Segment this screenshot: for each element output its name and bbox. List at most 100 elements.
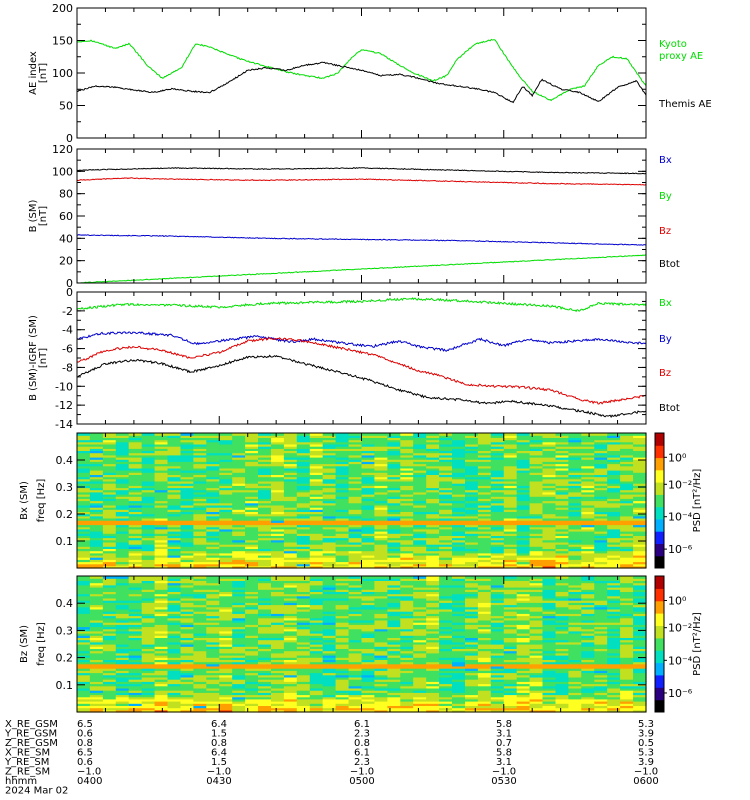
spectrogram-cell — [232, 461, 246, 465]
spectrogram-cell — [206, 624, 220, 628]
spectrogram-cell — [374, 576, 388, 579]
spectrogram-cell — [77, 659, 91, 663]
spectrogram-cell — [413, 606, 427, 610]
spectrogram-cell — [348, 541, 363, 545]
spectrogram-cell — [477, 541, 492, 545]
spectrogram-cell — [413, 461, 427, 465]
spectrogram-cell — [180, 446, 194, 449]
spectrogram-cell — [568, 470, 582, 473]
spectrogram-cell — [348, 707, 363, 711]
spectrogram-cell — [374, 489, 388, 493]
spectrogram-cell — [529, 480, 544, 484]
spectrogram-cell — [258, 535, 272, 539]
spectrogram-cell — [89, 491, 104, 495]
spectrogram-cell — [620, 502, 634, 506]
spectrogram-cell — [465, 705, 479, 709]
spectrogram-cell — [439, 665, 453, 669]
spectrogram-cell — [361, 522, 375, 526]
spectrogram-cell — [89, 450, 104, 454]
spectrogram-cell — [206, 663, 220, 667]
spectrogram-cell — [309, 498, 324, 502]
spectrogram-cell — [309, 465, 324, 469]
spectrogram-cell — [413, 511, 427, 515]
spectrogram-cell — [555, 500, 569, 504]
spectrogram-cell — [141, 524, 156, 528]
spectrogram-cell — [89, 509, 104, 512]
spectrogram-cell — [465, 554, 479, 558]
spectrogram-cell — [193, 597, 207, 601]
spectrogram-cell — [102, 459, 117, 462]
spectrogram-cell — [219, 663, 233, 667]
spectrogram-cell — [529, 502, 544, 506]
spectrogram-cell — [193, 705, 207, 709]
spectrogram-cell — [309, 576, 324, 579]
spectrogram-cell — [296, 626, 311, 630]
spectrogram-cell — [154, 650, 169, 654]
spectrogram-cell — [154, 604, 169, 608]
spectrogram-cell — [296, 435, 311, 438]
spectrogram-cell — [529, 548, 544, 552]
spectrogram-cell — [387, 630, 401, 634]
spectrogram-cell — [633, 544, 647, 547]
spectrogram-cell — [219, 443, 233, 447]
spectrogram-cell — [219, 533, 233, 536]
spectrogram-cell — [167, 507, 181, 510]
spectrogram-cell — [283, 685, 298, 689]
spectrogram-cell — [232, 459, 246, 462]
spectrogram-cell — [335, 450, 350, 454]
spectrogram-cell — [348, 676, 363, 680]
spectrogram-cell — [232, 548, 246, 552]
spectrogram-cell — [400, 531, 414, 534]
spectrogram-cell — [400, 548, 414, 552]
spectrogram-cell — [167, 517, 181, 521]
spectrogram-cell — [167, 639, 181, 643]
spectrogram-cell — [516, 435, 531, 438]
spectrogram-cell — [89, 483, 104, 486]
spectrogram-cell — [258, 483, 272, 486]
spectrogram-cell — [452, 705, 466, 709]
spectrogram-cell — [283, 622, 298, 625]
spectrogram-cell — [594, 537, 608, 541]
spectrogram-cell — [77, 565, 91, 569]
spectrogram-cell — [322, 696, 337, 700]
spectrogram-cell — [258, 489, 272, 493]
spectrogram-cell — [258, 452, 272, 456]
spectrogram-cell — [413, 694, 427, 698]
spectrogram-cell — [413, 535, 427, 539]
spectrogram-cell — [555, 439, 569, 443]
spectrogram-cell — [219, 476, 233, 480]
spectrogram-cell — [193, 707, 207, 711]
spectrogram-cell — [361, 672, 375, 676]
spectrogram-cell — [283, 511, 298, 515]
spectrogram-cell — [439, 474, 453, 478]
spectrogram-cell — [439, 480, 453, 484]
spectrogram-cell — [335, 692, 350, 696]
spectrogram-cell — [245, 635, 259, 638]
spectrogram-cell — [361, 681, 375, 685]
spectrogram-cell — [400, 597, 414, 601]
spectrogram-cell — [490, 535, 505, 539]
spectrogram-cell — [322, 443, 337, 447]
spectrogram-cell — [516, 533, 531, 536]
spectrogram-cell — [387, 433, 401, 436]
spectrogram-cell — [154, 563, 169, 567]
spectrogram-cell — [206, 613, 220, 617]
spectrogram-cell — [555, 502, 569, 506]
spectrogram-cell — [413, 459, 427, 462]
spectrogram-cell — [335, 557, 350, 560]
spectrogram-cell — [115, 459, 130, 462]
spectrogram-cell — [128, 544, 143, 547]
spectrogram-cell — [335, 459, 350, 462]
spectrogram-cell — [309, 450, 324, 454]
spectrogram-cell — [607, 563, 621, 567]
spectrogram-cell — [361, 591, 375, 595]
spectrogram-cell — [102, 593, 117, 597]
spectrogram-cell — [426, 611, 440, 614]
spectrogram-cell — [296, 507, 311, 510]
spectrogram-cell — [620, 448, 634, 451]
spectrogram-cell — [633, 474, 647, 478]
spectrogram-cell — [387, 639, 401, 643]
spectrogram-cell — [387, 692, 401, 696]
spectrogram-cell — [374, 443, 388, 447]
spectrogram-cell — [309, 703, 324, 706]
